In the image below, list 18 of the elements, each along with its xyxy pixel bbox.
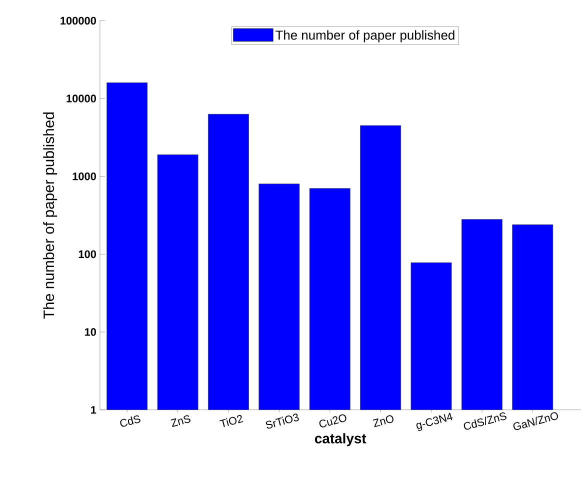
x-tick-label: TiO2 bbox=[219, 415, 244, 428]
y-axis-title: The number of paper published bbox=[43, 112, 58, 319]
x-tick-label: GaN/ZnO bbox=[513, 412, 558, 430]
y-tick-label: 1 bbox=[91, 406, 96, 414]
x-tick-label: CdS bbox=[120, 415, 140, 427]
x-tick-label: ZnS bbox=[170, 415, 190, 428]
x-tick-label: g-C3N4 bbox=[416, 412, 453, 432]
y-tick-label: 100000 bbox=[60, 16, 96, 25]
legend-label: The number of paper published bbox=[276, 30, 454, 42]
x-tick-label: ZnO bbox=[372, 415, 394, 428]
y-tick-label: 1000 bbox=[72, 172, 96, 180]
y-tick-label: 10 bbox=[84, 328, 96, 336]
y-tick-label: 100 bbox=[78, 250, 96, 258]
y-tick-label: 10000 bbox=[66, 94, 96, 102]
x-axis-title: catalyst bbox=[314, 433, 366, 446]
x-tick-label: Cu2O bbox=[319, 414, 346, 428]
x-tick-label: CdS/ZnS bbox=[464, 412, 506, 430]
x-tick-label: SrTiO3 bbox=[266, 414, 299, 429]
